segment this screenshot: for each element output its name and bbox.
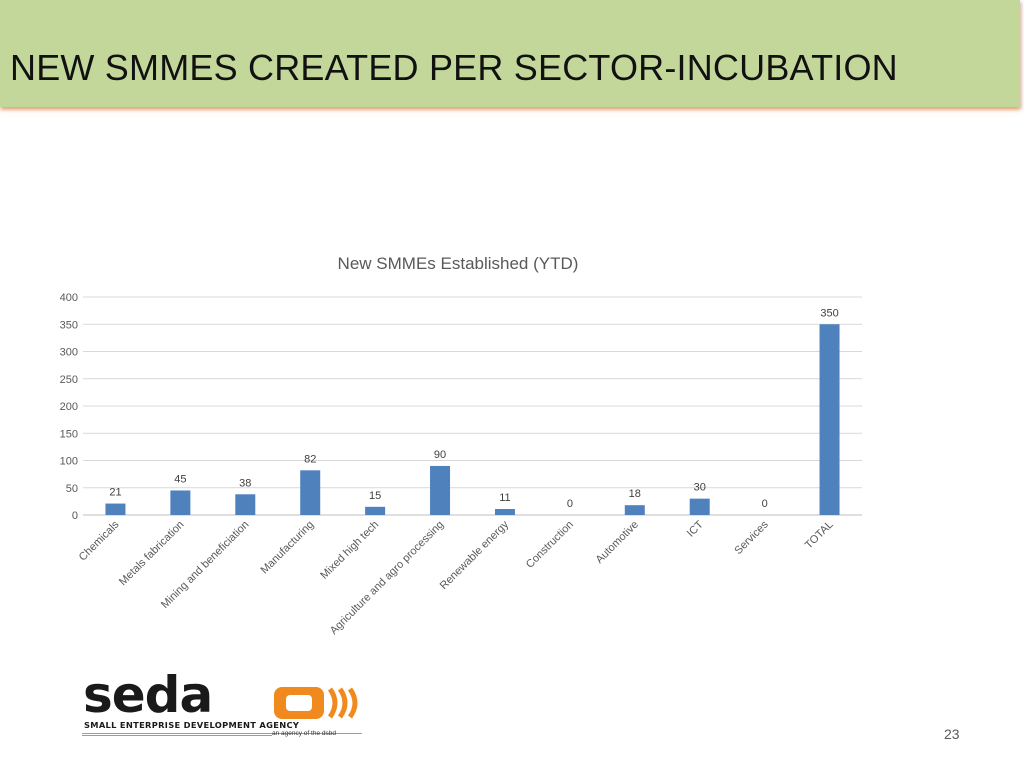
logo-tagline: SMALL ENTERPRISE DEVELOPMENT AGENCY — [84, 720, 300, 730]
bar — [430, 465, 451, 515]
data-label: 0 — [762, 498, 768, 510]
y-tick-label: 150 — [60, 428, 78, 440]
data-label: 0 — [567, 498, 573, 510]
y-tick-label: 350 — [60, 319, 78, 331]
data-label: 90 — [434, 449, 446, 461]
y-axis-ticks: 0 50 100 150 200 250 300 350 400 — [60, 292, 78, 522]
x-tick-label: Services — [732, 518, 771, 557]
x-tick-label: Renewable energy — [438, 518, 512, 592]
data-label: 30 — [694, 482, 706, 494]
logo-mark-icon — [274, 687, 358, 719]
y-tick-label: 250 — [60, 374, 78, 386]
data-label: 11 — [499, 492, 510, 504]
data-labels: 21 45 38 82 15 90 11 0 18 30 0 350 — [109, 307, 838, 510]
x-tick-label: ICT — [685, 518, 706, 539]
x-tick-label: Chemicals — [77, 518, 122, 563]
x-tick-label: Construction — [524, 519, 576, 571]
x-tick-label: Manufacturing — [259, 519, 317, 577]
bar — [624, 505, 645, 515]
data-label: 82 — [304, 453, 316, 465]
seda-logo: seda SMALL ENTERPRISE DEVELOPMENT AGENCY… — [80, 666, 370, 744]
data-label: 350 — [820, 307, 838, 319]
y-tick-label: 300 — [60, 347, 78, 359]
x-tick-label: Mixed high tech — [318, 519, 381, 582]
slide-number: 23 — [944, 726, 960, 742]
bar — [819, 324, 840, 515]
x-tick-label: Metals fabrication — [117, 519, 186, 588]
y-tick-label: 50 — [66, 483, 78, 495]
x-tick-label: Agriculture and agro processing — [328, 519, 446, 637]
slide-title: NEW SMMES CREATED PER SECTOR-INCUBATION — [10, 47, 898, 88]
y-tick-label: 400 — [60, 292, 78, 304]
bar — [300, 470, 321, 515]
chart-gridlines — [83, 296, 862, 516]
data-label: 18 — [629, 488, 641, 500]
data-label: 15 — [369, 490, 381, 502]
data-label: 45 — [174, 473, 186, 485]
logo-wordmark: seda — [83, 666, 213, 724]
chart-title: New SMMEs Established (YTD) — [338, 254, 579, 273]
bar — [494, 509, 515, 515]
y-tick-label: 200 — [60, 401, 78, 413]
data-label: 38 — [239, 477, 251, 489]
title-bar: NEW SMMES CREATED PER SECTOR-INCUBATION — [0, 0, 1020, 107]
bar — [235, 494, 256, 515]
data-label: 21 — [109, 487, 121, 499]
bar — [365, 506, 386, 515]
logo-subline: an agency of the dsbd — [272, 730, 336, 737]
bar — [170, 490, 191, 515]
y-tick-label: 0 — [72, 510, 78, 522]
y-tick-label: 100 — [60, 456, 78, 468]
chart-bars — [105, 324, 840, 515]
x-tick-label: Automotive — [594, 519, 641, 566]
logo-rule-green — [82, 735, 272, 736]
x-tick-label: TOTAL — [803, 519, 836, 552]
logo-rule-orange — [82, 733, 362, 734]
bar — [105, 503, 126, 515]
bar — [689, 498, 710, 515]
